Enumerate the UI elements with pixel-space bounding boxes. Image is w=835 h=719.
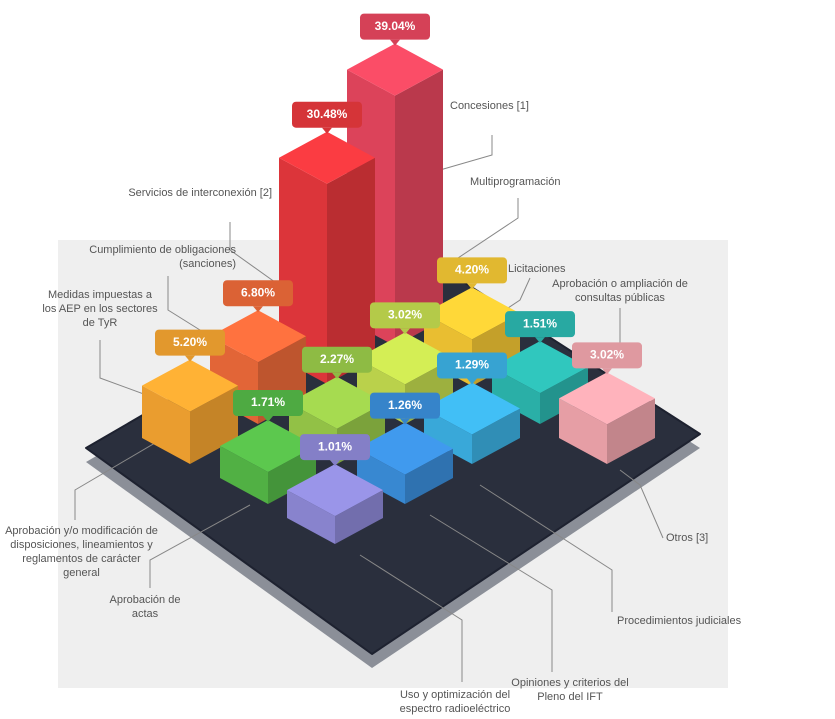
- infographic: 39.04% 30.48% 4.20% 6.80% 3.02% 1.51% 5.20% 2.2…: [0, 0, 835, 719]
- category-label: Aprobación o ampliación de consultas púb…: [540, 277, 700, 305]
- value-label: 1.51%: [523, 316, 557, 330]
- value-label: 39.04%: [375, 19, 416, 33]
- value-label: 30.48%: [307, 107, 348, 121]
- category-label: Procedimientos judiciales: [617, 614, 757, 628]
- category-label: Licitaciones: [508, 262, 588, 276]
- category-label: Concesiones [1]: [450, 99, 570, 113]
- category-label: Cumplimiento de obligaciones (sanciones): [86, 243, 236, 271]
- category-label: Aprobación y/o modificación de disposici…: [4, 524, 159, 580]
- value-label: 1.71%: [251, 395, 285, 409]
- value-label: 6.80%: [241, 285, 275, 299]
- bar: 3.02%: [559, 342, 655, 464]
- bar: 5.20%: [142, 330, 238, 464]
- category-label: Servicios de interconexión [2]: [120, 186, 272, 200]
- value-label: 3.02%: [388, 308, 422, 322]
- badge-pointer: [322, 128, 332, 134]
- value-label: 4.20%: [455, 263, 489, 277]
- category-label: Uso y optimización del espectro radioelé…: [385, 688, 525, 716]
- value-label: 1.01%: [318, 439, 352, 453]
- value-label: 1.26%: [388, 398, 422, 412]
- value-label: 3.02%: [590, 348, 624, 362]
- category-label: Medidas impuestas a los AEP en los secto…: [40, 288, 160, 330]
- category-label: Otros [3]: [666, 531, 726, 545]
- badge-pointer: [390, 40, 400, 46]
- category-label: Aprobación de actas: [100, 593, 190, 621]
- value-label: 1.29%: [455, 358, 489, 372]
- category-label: Multiprogramación: [470, 175, 590, 189]
- value-label: 2.27%: [320, 352, 354, 366]
- value-label: 5.20%: [173, 335, 207, 349]
